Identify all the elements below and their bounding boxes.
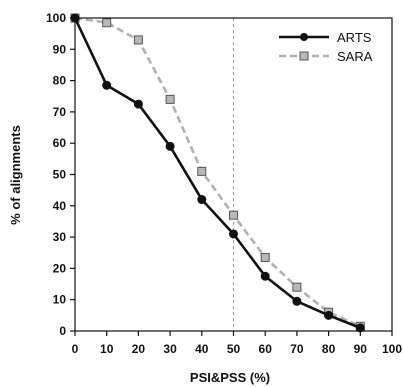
- y-tick-label: 80: [53, 74, 67, 88]
- data-point-arts: [197, 195, 207, 205]
- data-point-sara: [165, 94, 175, 104]
- axes-layer: 0 10 20 30 40 50 60 70 80 90 100 0 10 20 30 40 50 60 70 80 9…: [46, 11, 402, 356]
- series-layer: [70, 13, 365, 333]
- legend: ARTS SARA: [279, 30, 373, 64]
- y-tick-label: 50: [53, 168, 67, 182]
- y-tick-label: 90: [53, 42, 67, 56]
- y-tick-label: 0: [59, 324, 66, 338]
- series-line-arts: [73, 17, 361, 330]
- x-tick-label: 80: [322, 342, 336, 356]
- data-point-arts: [260, 271, 270, 281]
- data-point-arts: [229, 229, 238, 239]
- x-tick-label: 40: [195, 342, 209, 356]
- y-tick-label: 70: [53, 105, 67, 119]
- legend-marker-arts: [300, 33, 308, 41]
- x-tick-label: 100: [382, 342, 402, 356]
- x-tick-label: 30: [163, 342, 177, 356]
- data-point-arts: [165, 141, 175, 151]
- y-tick-label: 20: [53, 261, 67, 275]
- x-tick-label: 20: [132, 342, 146, 356]
- y-tick-label: 10: [53, 293, 67, 307]
- series-line-sara: [74, 16, 361, 328]
- y-tick-label: 60: [53, 136, 67, 150]
- data-point-sara: [102, 18, 112, 28]
- x-tick-label: 10: [100, 342, 114, 356]
- x-axis-label: PSI&PSS (%): [190, 370, 270, 385]
- y-tick-label: 100: [46, 11, 66, 25]
- data-point-arts: [324, 310, 334, 320]
- data-point-sara: [133, 35, 143, 45]
- y-axis-label: % of alignments: [8, 125, 23, 225]
- data-point-arts: [102, 80, 112, 90]
- data-point-arts: [292, 296, 302, 306]
- legend-label-arts: ARTS: [337, 30, 372, 45]
- x-tick-label: 70: [290, 342, 304, 356]
- y-tick-label: 40: [53, 199, 67, 213]
- data-point-sara: [197, 166, 207, 176]
- x-tick-label: 60: [259, 342, 273, 356]
- x-tick-label: 90: [354, 342, 368, 356]
- data-point-arts: [133, 99, 143, 109]
- legend-label-sara: SARA: [337, 49, 373, 64]
- data-point-sara: [260, 252, 270, 262]
- x-tick-label: 0: [72, 342, 79, 356]
- data-point-sara: [229, 210, 238, 220]
- y-tick-label: 30: [53, 230, 67, 244]
- x-tick-label: 50: [227, 342, 241, 356]
- legend-marker-sara: [299, 51, 309, 61]
- data-point-sara: [292, 282, 302, 292]
